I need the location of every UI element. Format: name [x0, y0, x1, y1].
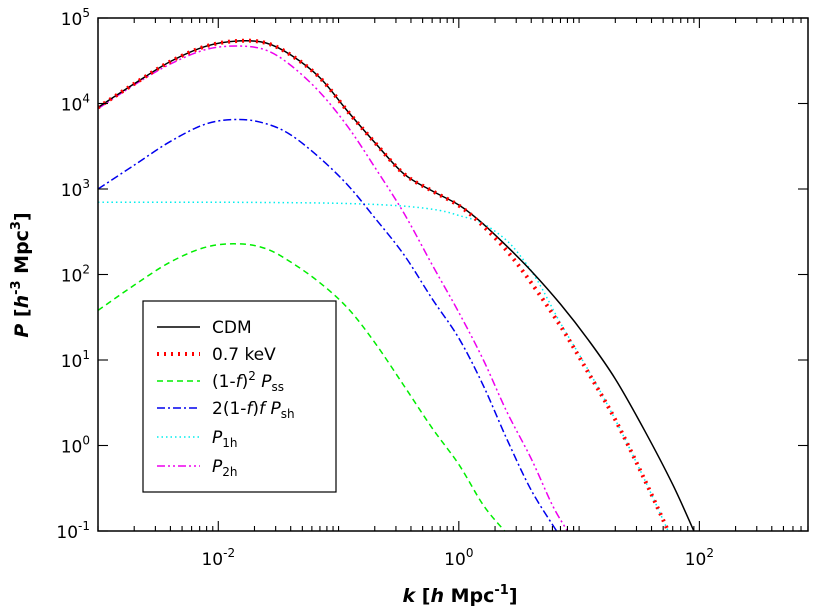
y-tick-label: 104 [61, 92, 90, 116]
x-tick-label: 100 [444, 546, 473, 570]
series-line-p2h [98, 45, 569, 531]
x-axis-label: k [h Mpc-1] [402, 583, 517, 607]
series-layer [98, 38, 695, 531]
y-tick-label: 10-1 [56, 519, 90, 543]
y-tick-label: 105 [61, 6, 90, 30]
x-tick-label: 10-2 [201, 546, 235, 570]
y-tick-label: 100 [61, 434, 90, 458]
legend-box [142, 300, 337, 493]
y-tick-label: 103 [61, 177, 90, 201]
series-line-cdm [98, 39, 695, 531]
legend-label-pss: (1-f)2 Pss [212, 369, 284, 394]
legend: CDM 0.7 keV (1-f)2 Pss 2(1-f)f Psh P1h P… [142, 300, 337, 493]
legend-label-psh: 2(1-f)f Psh [212, 399, 295, 421]
y-axis-label: P [h-3 Mpc3] [9, 212, 33, 337]
series-line-psh [98, 118, 558, 531]
legend-label-cdm: CDM [212, 318, 252, 338]
y-tick-label: 102 [61, 263, 90, 287]
series-line-pss [98, 243, 506, 531]
x-tick-label: 102 [685, 546, 714, 570]
ticks-layer: 10-2 100 102 10-1 100 101 102 103 104 105 [56, 6, 809, 570]
legend-label-wdm: 0.7 keV [212, 345, 276, 365]
series-line-wdm [98, 38, 670, 531]
legend-label-p2h: P2h [212, 457, 238, 479]
y-tick-label: 101 [61, 348, 90, 372]
legend-label-p1h: P1h [212, 428, 238, 450]
